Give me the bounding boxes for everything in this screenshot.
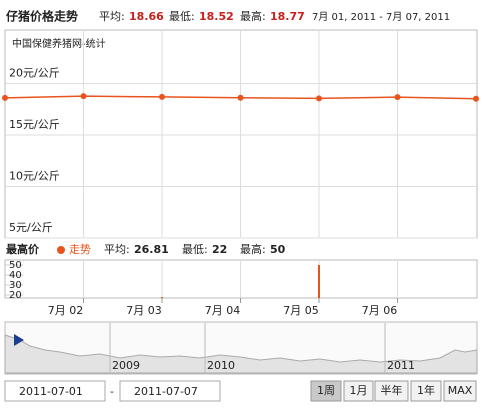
point [237, 94, 244, 101]
range-button-label: 半年 [381, 383, 403, 397]
x-tick-label: 7月 04 [205, 304, 241, 317]
point [473, 95, 479, 102]
y-tick-label: 40 [9, 270, 22, 281]
range-button[interactable] [343, 380, 374, 402]
y-tick-label: 20元/公斤 [9, 67, 60, 80]
point [159, 93, 165, 100]
avg-label: 平均: [99, 10, 125, 23]
y-tick-label: 10元/公斤 [9, 170, 60, 183]
y-tick-label: 20 [9, 290, 22, 301]
point [80, 93, 87, 100]
y-tick-label: 50 [9, 260, 22, 271]
separator: - [110, 385, 114, 398]
date-range: 7月 01, 2011 - 7月 07, 2011 [312, 11, 450, 23]
min-label: 最低: [182, 243, 208, 256]
subtitle: 中国保健养猪网-统计 [12, 37, 106, 50]
range-button-label: MAX [448, 384, 473, 397]
x-tick-label: 7月 05 [283, 304, 319, 317]
x-tick-label: 7月 03 [126, 304, 162, 317]
min: 22 [212, 243, 227, 256]
x-tick-label: 7月 06 [362, 304, 398, 317]
range-button[interactable] [410, 380, 442, 402]
point [394, 94, 401, 101]
legend-dot [57, 246, 65, 254]
point [316, 95, 322, 102]
range-button[interactable] [310, 380, 342, 402]
navigator-area [4, 334, 478, 374]
max: 18.77 [270, 10, 305, 23]
play-icon[interactable] [14, 334, 24, 346]
start-date: 2011-07-01 [19, 385, 83, 398]
y-tick-label: 30 [9, 280, 22, 291]
avg-label: 平均: [104, 243, 130, 256]
range-button[interactable] [443, 380, 477, 402]
avg: 26.81 [134, 243, 169, 256]
range-button-label: 1月 [350, 384, 368, 397]
year-label: 2010 [207, 359, 235, 372]
end-date: 2011-07-07 [134, 385, 198, 398]
legend-label: 走势 [69, 243, 91, 256]
x-tick-label: 7月 02 [48, 304, 84, 317]
range-button-label: 1年 [417, 383, 435, 397]
point [2, 94, 8, 101]
max-label: 最高: [240, 242, 266, 256]
y-tick-label: 5元/公斤 [9, 221, 53, 234]
range-button[interactable] [374, 380, 409, 402]
bar [318, 265, 320, 298]
min: 18.52 [199, 10, 234, 23]
max: 50 [270, 243, 286, 256]
start-input[interactable] [4, 380, 106, 402]
end-input[interactable] [119, 380, 221, 402]
min-label: 最低: [169, 10, 195, 23]
max-label: 最高: [240, 9, 266, 23]
volume-title: 最高价 [6, 242, 40, 256]
avg: 18.66 [129, 10, 164, 23]
year-label: 2009 [112, 359, 140, 372]
bar [161, 297, 163, 298]
range-button-label: 1周 [317, 384, 335, 397]
y-tick-label: 15元/公斤 [9, 118, 60, 131]
title: 仔猪价格走势 [6, 9, 78, 24]
year-label: 2011 [387, 359, 415, 372]
